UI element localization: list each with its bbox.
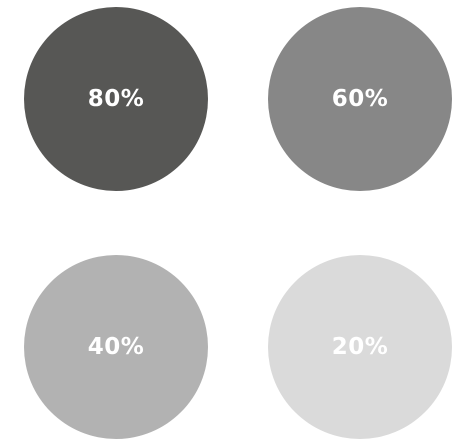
tint-swatch-60: 60% [268,7,452,191]
tint-label-60: 60% [331,85,389,112]
tint-swatch-80: 80% [24,7,208,191]
tint-label-40: 40% [87,333,145,360]
tint-label-20: 20% [331,333,389,360]
tint-label-80: 80% [87,85,145,112]
tint-swatch-20: 20% [268,255,452,439]
tint-swatch-40: 40% [24,255,208,439]
